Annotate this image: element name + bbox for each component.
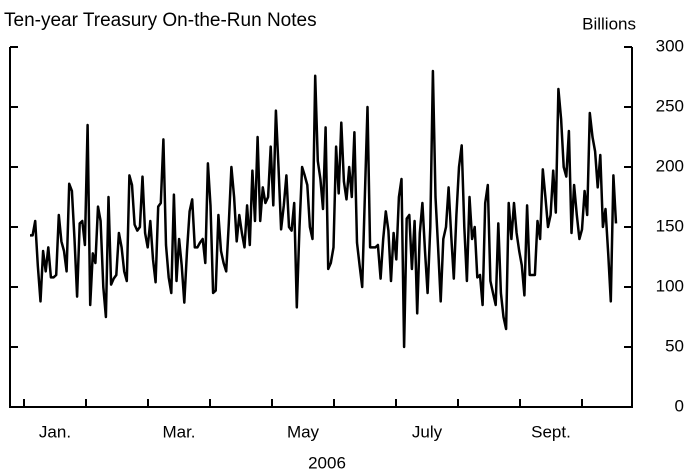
x-axis-label: 2006 [308,453,346,472]
y-tick-label: 200 [656,156,684,175]
y-unit-label: Billions [582,14,636,33]
data-line [30,69,618,349]
y-tick-label: 0 [675,396,684,415]
chart-title: Ten-year Treasury On-the-Run Notes [4,10,317,31]
x-tick-label: May [287,422,320,441]
x-tick-label: Mar. [162,422,195,441]
y-tick-label: 100 [656,276,684,295]
y-tick-label: 300 [656,36,684,55]
x-tick-label: July [412,422,443,441]
y-tick-label: 150 [656,216,684,235]
x-tick-label: Jan. [39,422,71,441]
x-tick-label: Sept. [531,422,571,441]
y-tick-label: 50 [665,336,684,355]
y-tick-label: 250 [656,96,684,115]
